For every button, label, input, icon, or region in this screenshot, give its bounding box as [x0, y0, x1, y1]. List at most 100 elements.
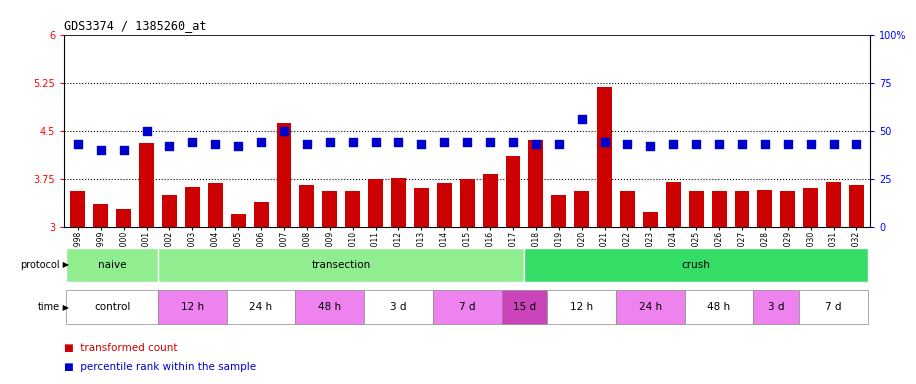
Bar: [758, 190, 772, 227]
Bar: [345, 191, 360, 227]
Bar: [158, 248, 524, 282]
Bar: [254, 202, 268, 227]
Point: [551, 141, 566, 147]
Bar: [524, 248, 867, 282]
Text: ■  percentile rank within the sample: ■ percentile rank within the sample: [64, 362, 256, 372]
Bar: [753, 290, 799, 324]
Point: [506, 139, 520, 145]
Bar: [483, 174, 497, 227]
Bar: [116, 209, 131, 227]
Bar: [158, 290, 226, 324]
Bar: [66, 290, 158, 324]
Bar: [551, 195, 566, 227]
Bar: [666, 182, 681, 227]
Text: time: time: [38, 302, 60, 312]
Point: [483, 139, 497, 145]
Point: [185, 139, 200, 145]
Bar: [208, 183, 223, 227]
Bar: [684, 290, 753, 324]
Text: 12 h: 12 h: [180, 302, 204, 312]
Point: [277, 127, 291, 134]
Point: [666, 141, 681, 147]
Bar: [66, 248, 158, 282]
Point: [712, 141, 726, 147]
Point: [368, 139, 383, 145]
Bar: [799, 290, 867, 324]
Bar: [574, 191, 589, 227]
Point: [780, 141, 795, 147]
Point: [574, 116, 589, 122]
Point: [345, 139, 360, 145]
Point: [414, 141, 429, 147]
Point: [826, 141, 841, 147]
Point: [735, 141, 749, 147]
Point: [529, 141, 543, 147]
Bar: [226, 290, 295, 324]
Bar: [295, 290, 364, 324]
Bar: [547, 290, 616, 324]
Bar: [93, 204, 108, 227]
Bar: [300, 185, 314, 227]
Text: 15 d: 15 d: [513, 302, 536, 312]
Text: ▶: ▶: [60, 260, 69, 270]
Bar: [368, 179, 383, 227]
Text: 48 h: 48 h: [707, 302, 731, 312]
Bar: [712, 191, 726, 227]
Point: [71, 141, 85, 147]
Point: [437, 139, 452, 145]
Bar: [529, 140, 543, 227]
Bar: [185, 187, 200, 227]
Text: 48 h: 48 h: [318, 302, 342, 312]
Bar: [391, 178, 406, 227]
Text: 7 d: 7 d: [825, 302, 842, 312]
Bar: [616, 290, 685, 324]
Bar: [506, 156, 520, 227]
Bar: [620, 191, 635, 227]
Text: crush: crush: [682, 260, 711, 270]
Bar: [689, 191, 703, 227]
Point: [300, 141, 314, 147]
Point: [597, 139, 612, 145]
Point: [254, 139, 268, 145]
Bar: [803, 188, 818, 227]
Point: [162, 143, 177, 149]
Point: [689, 141, 703, 147]
Point: [322, 139, 337, 145]
Bar: [502, 290, 547, 324]
Bar: [432, 290, 502, 324]
Point: [460, 139, 474, 145]
Text: 3 d: 3 d: [390, 302, 407, 312]
Bar: [597, 87, 612, 227]
Point: [803, 141, 818, 147]
Bar: [735, 191, 749, 227]
Text: control: control: [94, 302, 130, 312]
Text: 7 d: 7 d: [459, 302, 475, 312]
Point: [208, 141, 223, 147]
Point: [93, 147, 108, 153]
Text: protocol: protocol: [20, 260, 60, 270]
Text: 3 d: 3 d: [768, 302, 785, 312]
Bar: [231, 214, 245, 227]
Bar: [365, 290, 432, 324]
Point: [849, 141, 864, 147]
Bar: [460, 179, 474, 227]
Point: [116, 147, 131, 153]
Bar: [322, 191, 337, 227]
Point: [139, 127, 154, 134]
Bar: [849, 185, 864, 227]
Point: [620, 141, 635, 147]
Point: [643, 143, 658, 149]
Point: [231, 143, 245, 149]
Bar: [643, 212, 658, 227]
Text: ■  transformed count: ■ transformed count: [64, 343, 178, 353]
Text: naive: naive: [98, 260, 126, 270]
Bar: [414, 188, 429, 227]
Text: 24 h: 24 h: [249, 302, 273, 312]
Point: [391, 139, 406, 145]
Text: GDS3374 / 1385260_at: GDS3374 / 1385260_at: [64, 19, 207, 32]
Text: 12 h: 12 h: [570, 302, 594, 312]
Bar: [277, 123, 291, 227]
Bar: [139, 143, 154, 227]
Text: ▶: ▶: [60, 303, 69, 312]
Bar: [71, 191, 85, 227]
